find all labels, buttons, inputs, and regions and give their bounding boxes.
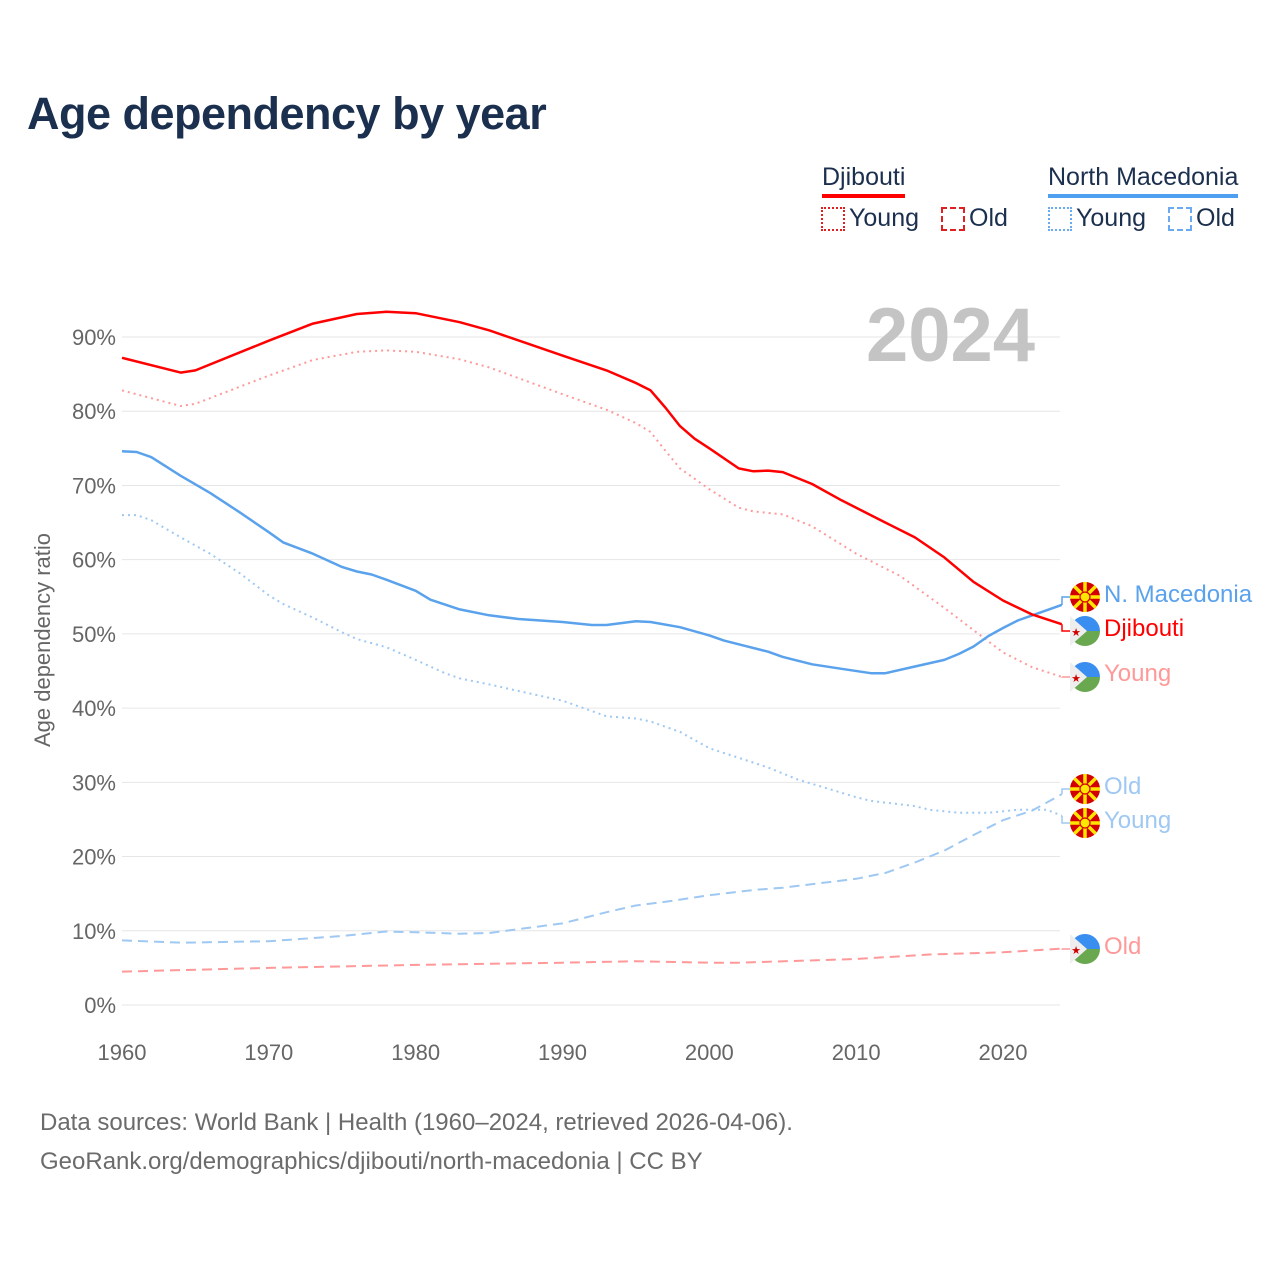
label-connector	[1061, 815, 1070, 824]
end-label-nmk-old: Old	[1104, 773, 1142, 800]
legend-label: Young	[1076, 204, 1146, 232]
x-tick-label: 2000	[685, 1040, 734, 1065]
source-line-2[interactable]: GeoRank.org/demographics/djibouti/north-…	[40, 1148, 703, 1175]
legend-djibouti[interactable]: Djibouti	[822, 163, 906, 198]
flag-star: ★	[1071, 945, 1081, 957]
flag-sun	[1079, 591, 1091, 603]
source-line-1: Data sources: World Bank | Health (1960–…	[40, 1109, 793, 1136]
label-connector	[1061, 596, 1070, 605]
series-line-dji-total	[121, 310, 1063, 626]
legend-nmk-old[interactable]: Old	[1168, 204, 1235, 233]
flag-triangle	[1070, 616, 1087, 646]
flag-triangle	[1070, 934, 1087, 964]
label-connector	[1061, 624, 1070, 632]
end-label-dji-old: Old	[1104, 933, 1142, 960]
dashed-swatch-icon	[941, 206, 965, 231]
y-tick-label: 50%	[72, 622, 116, 647]
legend-label: Old	[1196, 204, 1235, 232]
x-tick-label: 1980	[391, 1040, 440, 1065]
end-label-nmk-total: N. Macedonia	[1104, 581, 1253, 608]
x-tick-label: 1990	[538, 1040, 587, 1065]
y-tick-label: 70%	[72, 473, 116, 498]
x-tick-label: 2010	[832, 1040, 881, 1065]
y-tick-label: 10%	[72, 919, 116, 944]
x-tick-label: 1960	[98, 1040, 147, 1065]
y-tick-label: 40%	[72, 696, 116, 721]
legend-djibouti-young[interactable]: Young	[821, 204, 919, 233]
dotted-swatch-icon	[1048, 206, 1072, 231]
chart-title: Age dependency by year	[27, 88, 547, 139]
series-line-dji-old	[121, 947, 1062, 973]
y-tick-label: 90%	[72, 325, 116, 350]
legend-north-macedonia[interactable]: North Macedonia	[1048, 163, 1239, 198]
series-line-dji-young	[121, 349, 1063, 678]
dashed-swatch-icon	[1168, 206, 1192, 231]
series-line-nmk-old	[121, 793, 1063, 944]
series-line-nmk-young	[122, 514, 1063, 817]
y-tick-label: 0%	[84, 993, 116, 1018]
y-axis-label: Age dependency ratio	[30, 533, 55, 747]
flag-sun	[1079, 783, 1091, 795]
x-tick-label: 2020	[979, 1040, 1028, 1065]
year-badge: 2024	[866, 293, 1036, 378]
y-tick-label: 80%	[72, 399, 116, 424]
y-tick-label: 20%	[72, 845, 116, 870]
label-connector	[1061, 788, 1070, 795]
y-tick-label: 30%	[72, 770, 116, 795]
flag-star: ★	[1071, 673, 1081, 685]
flag-triangle	[1070, 662, 1087, 692]
x-tick-label: 1970	[244, 1040, 293, 1065]
legend-nmk-young[interactable]: Young	[1048, 204, 1146, 233]
dotted-swatch-icon	[821, 206, 845, 231]
flag-sun	[1079, 817, 1091, 829]
end-label-dji-young: Young	[1104, 660, 1172, 687]
end-label-dji-total: Djibouti	[1104, 615, 1185, 642]
legend-djibouti-old[interactable]: Old	[941, 204, 1008, 233]
end-label-nmk-young: Young	[1104, 807, 1172, 834]
flag-star: ★	[1071, 627, 1081, 639]
legend-label: Old	[969, 204, 1008, 232]
legend-label: Young	[849, 204, 919, 232]
y-tick-label: 60%	[72, 548, 116, 573]
series-line-nmk-total	[121, 450, 1063, 675]
